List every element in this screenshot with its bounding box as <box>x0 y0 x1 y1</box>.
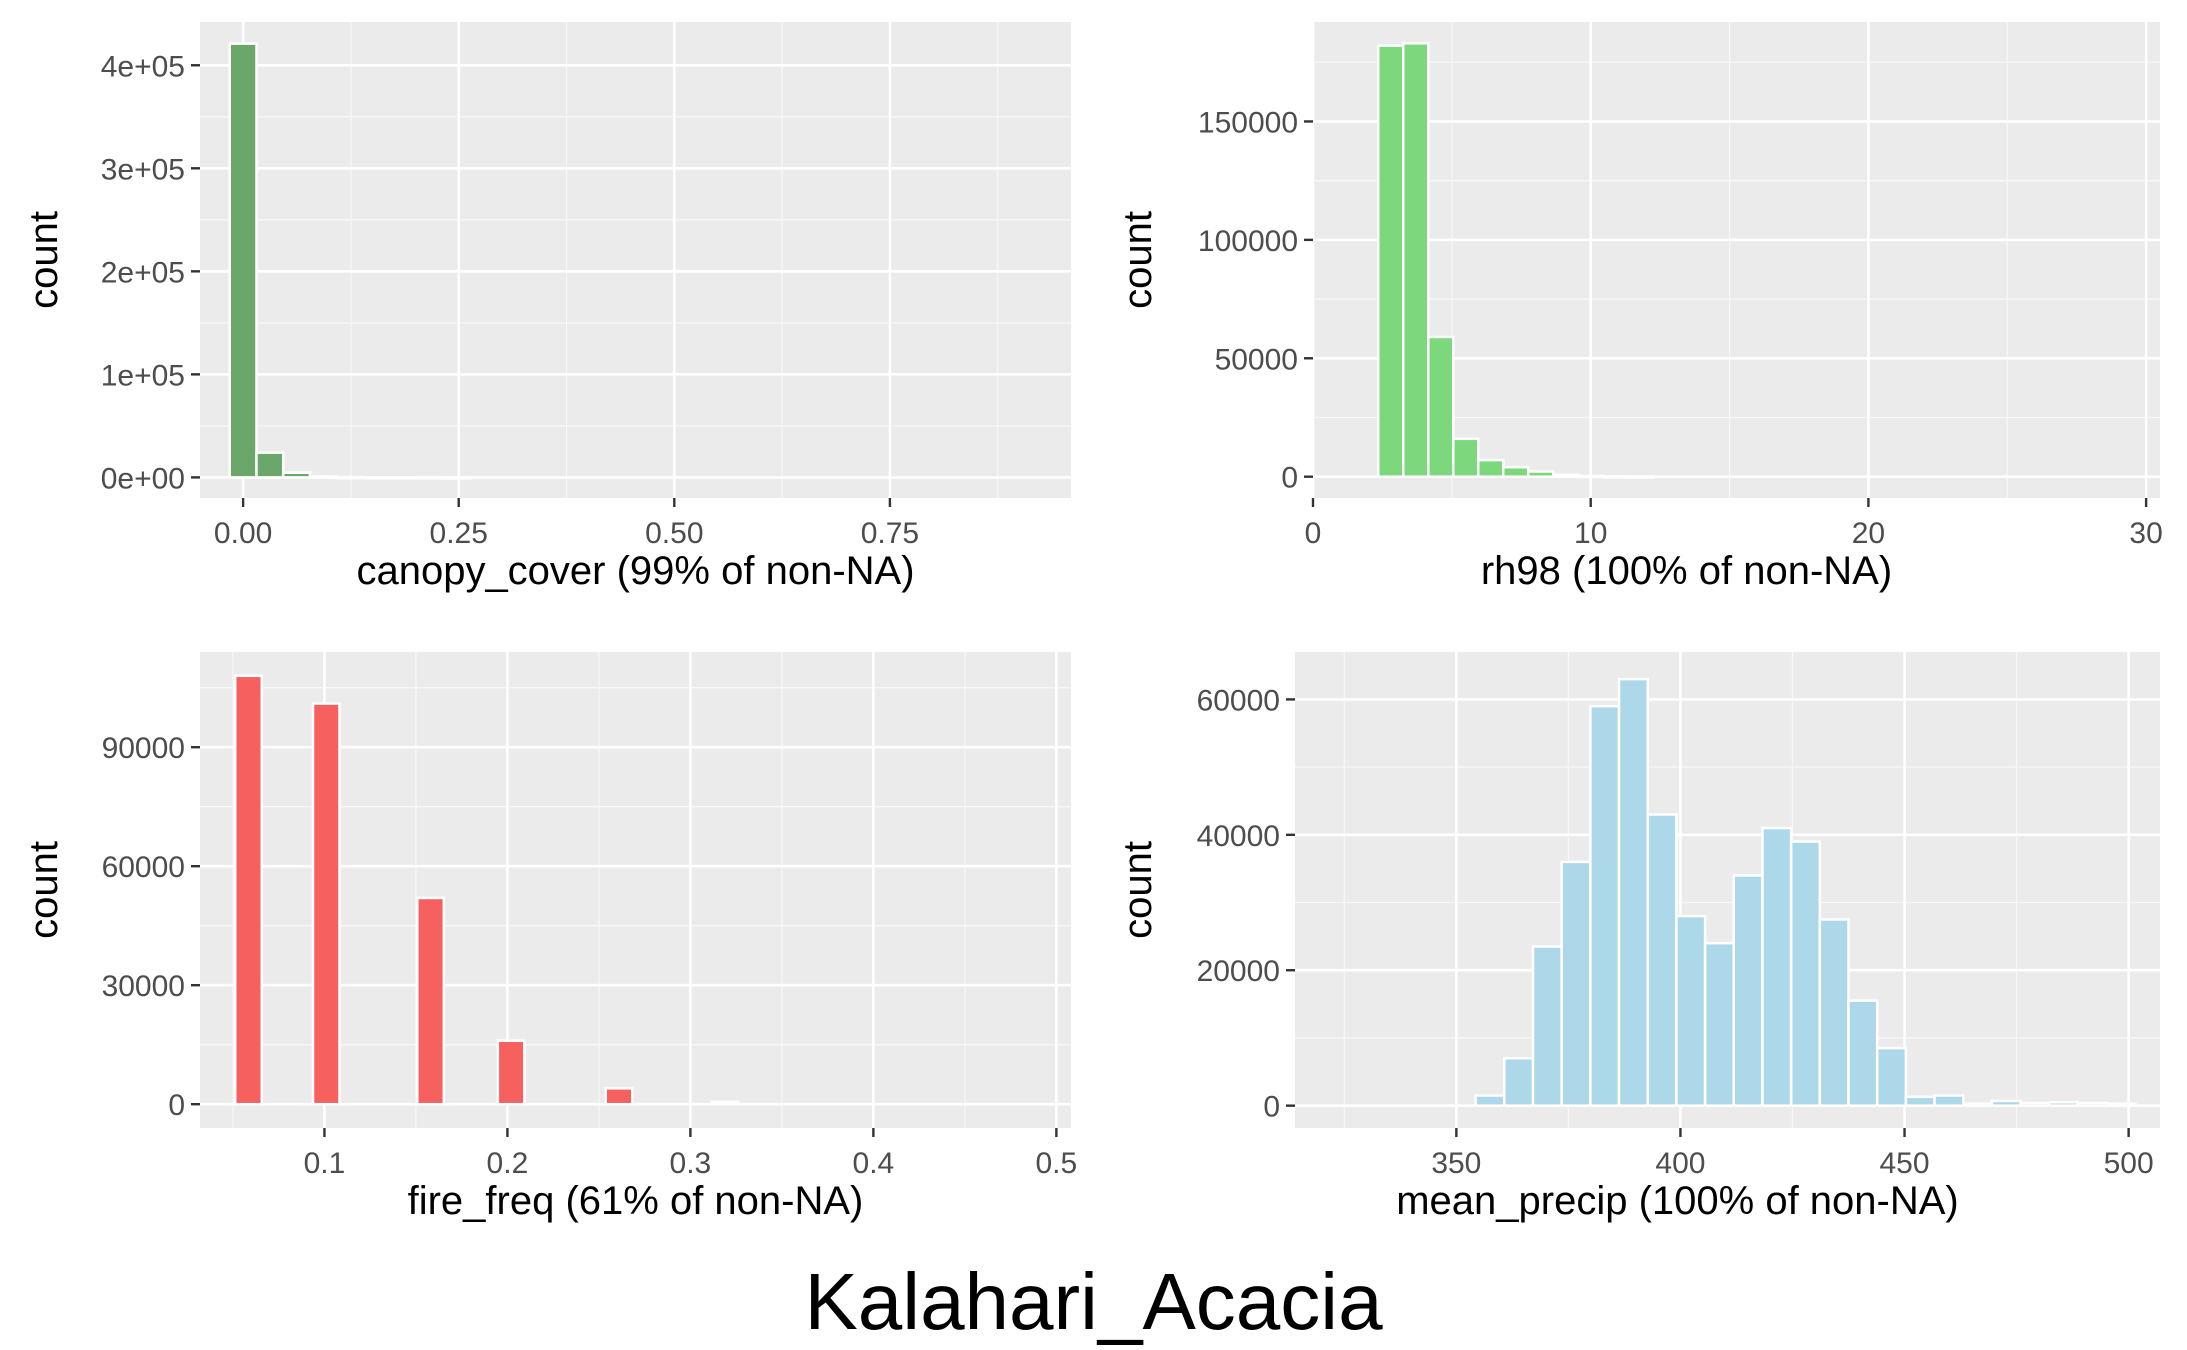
y-tick-label: 4e+05 <box>101 50 185 83</box>
histogram-bar <box>335 475 365 480</box>
y-tick-label: 150000 <box>1198 106 1298 139</box>
histogram-bar <box>1402 42 1430 478</box>
x-tick-label: 10 <box>1574 517 1607 550</box>
histogram-bar <box>362 475 392 480</box>
histogram-bar <box>1426 335 1455 478</box>
histogram-bar <box>1451 437 1480 478</box>
histogram-bar <box>1904 1095 1936 1107</box>
histogram-bar <box>1560 860 1592 1107</box>
rh98-histogram: 0 10 20 30 0 50000 100000 150000 rh98 (100% of n… <box>1116 22 2163 593</box>
histogram-bar <box>1551 473 1580 478</box>
histogram-bar <box>2019 1101 2051 1107</box>
histogram-bar <box>604 1087 634 1106</box>
histogram-bar <box>1531 945 1563 1107</box>
histogram-bar <box>1474 1094 1506 1107</box>
histogram-bar <box>416 896 446 1106</box>
x-tick-label: 0.1 <box>304 1147 346 1180</box>
x-axis-title: rh98 (100% of non-NA) <box>1481 549 1892 593</box>
fire-freq-histogram: 0.1 0.2 0.3 0.4 0.5 0 30000 60000 90000 fire_freq… <box>22 652 1077 1223</box>
y-tick-label: 20000 <box>1197 955 1280 988</box>
histogram-bar <box>1732 874 1764 1107</box>
histogram-bar <box>1503 1057 1535 1107</box>
y-tick-label: 1e+05 <box>101 359 185 392</box>
y-tick-label: 3e+05 <box>101 153 185 186</box>
histogram-bar <box>415 476 445 480</box>
x-tick-label: 0.25 <box>430 517 488 550</box>
histogram-bar <box>2048 1101 2080 1107</box>
x-axis-title: fire_freq (61% of non-NA) <box>408 1179 864 1223</box>
y-tick-label: 100000 <box>1198 225 1298 258</box>
y-tick-label: 90000 <box>102 732 185 765</box>
canopy-cover-histogram: 0.00 0.25 0.50 0.75 0e+00 1e+05 2e+05 3e+05 4e+0… <box>22 22 1071 593</box>
histogram-bar <box>1576 474 1605 479</box>
y-tick-label: 30000 <box>102 970 185 1003</box>
y-tick-label: 0 <box>1281 462 1298 495</box>
histogram-bar <box>1675 914 1707 1107</box>
figure-title: Kalahari_Acacia <box>804 1257 1383 1346</box>
histogram-bar <box>1476 458 1505 478</box>
histogram-bar <box>710 1100 740 1106</box>
histogram-bar <box>281 471 312 479</box>
histogram-bar <box>2105 1102 2137 1107</box>
histogram-bar <box>1589 704 1621 1107</box>
histogram-bar <box>496 1039 526 1106</box>
y-tick-label: 60000 <box>1197 684 1280 717</box>
x-axis-title: mean_precip (100% of non-NA) <box>1396 1179 1959 1223</box>
x-tick-label: 450 <box>1880 1147 1930 1180</box>
x-tick-label: 0.5 <box>1036 1147 1078 1180</box>
y-tick-label: 40000 <box>1197 820 1280 853</box>
y-tick-label: 0 <box>1263 1091 1280 1124</box>
x-tick-label: 500 <box>2104 1147 2154 1180</box>
histogram-bar <box>1961 1102 1994 1107</box>
histogram-bar <box>1526 470 1555 478</box>
x-tick-label: 0.4 <box>853 1147 895 1180</box>
x-tick-label: 0.3 <box>670 1147 712 1180</box>
histogram-bar <box>311 702 341 1106</box>
histogram-bar <box>1703 941 1736 1107</box>
x-tick-label: 0.50 <box>645 517 703 550</box>
histogram-bar <box>388 476 419 480</box>
x-tick-label: 30 <box>2129 517 2162 550</box>
mean-precip-histogram: 350 400 450 500 0 20000 40000 60000 mean_precip … <box>1116 652 2160 1223</box>
y-axis-title: count <box>22 211 66 309</box>
histogram-bar <box>1761 826 1793 1107</box>
plot-background <box>200 22 1071 498</box>
histogram-bar <box>1601 475 1630 479</box>
histogram-bar <box>1501 465 1530 478</box>
histogram-bar <box>228 42 258 479</box>
histogram-bar <box>308 475 338 479</box>
x-tick-label: 350 <box>1431 1147 1481 1180</box>
y-tick-label: 0e+00 <box>101 462 185 495</box>
x-tick-label: 0 <box>1305 517 1322 550</box>
x-tick-label: 0.00 <box>214 517 272 550</box>
histogram-bar <box>1646 813 1678 1107</box>
histogram-bar <box>1847 999 1879 1107</box>
y-tick-label: 60000 <box>102 851 185 884</box>
y-axis-title: count <box>1116 211 1160 309</box>
x-tick-label: 0.75 <box>861 517 919 550</box>
histogram-bar <box>1933 1094 1965 1107</box>
x-tick-label: 400 <box>1655 1147 1705 1180</box>
histogram-bar <box>1818 918 1850 1107</box>
histogram-bar <box>442 476 472 480</box>
y-axis-title: count <box>22 841 66 939</box>
histogram-bar <box>2076 1101 2108 1107</box>
plot-background <box>200 652 1071 1128</box>
y-tick-label: 0 <box>168 1089 185 1122</box>
x-tick-label: 0.2 <box>487 1147 529 1180</box>
y-axis-title: count <box>1116 841 1160 939</box>
histogram-bar <box>233 674 264 1106</box>
y-tick-label: 50000 <box>1215 343 1298 376</box>
x-axis-title: canopy_cover (99% of non-NA) <box>356 549 914 593</box>
histogram-bar <box>1617 677 1649 1107</box>
histogram-bar <box>1789 840 1822 1107</box>
histogram-bar <box>1377 44 1405 478</box>
y-tick-label: 2e+05 <box>101 256 185 289</box>
histogram-bar <box>1875 1046 1908 1107</box>
x-tick-label: 20 <box>1852 517 1885 550</box>
histogram-bar <box>1626 475 1655 479</box>
histogram-bar <box>1990 1099 2022 1107</box>
histogram-bar <box>255 451 285 479</box>
